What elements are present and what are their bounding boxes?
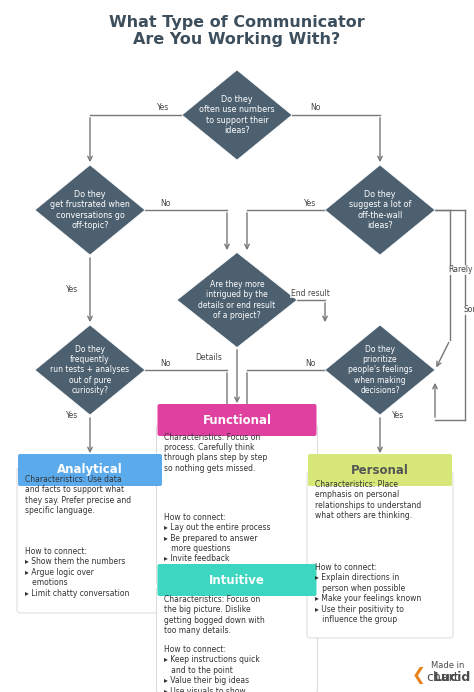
Text: Do they
prioritize
people's feelings
when making
decisions?: Do they prioritize people's feelings whe…	[348, 345, 412, 395]
Text: Characteristics: Place
emphasis on personal
relationships to understand
what oth: Characteristics: Place emphasis on perso…	[315, 480, 421, 520]
Polygon shape	[182, 70, 292, 160]
Text: Intuitive: Intuitive	[209, 574, 265, 587]
Text: Do they
get frustrated when
conversations go
off-topic?: Do they get frustrated when conversation…	[50, 190, 130, 230]
Text: Characteristics: Focus on
the big picture. Dislike
getting bogged down with
too : Characteristics: Focus on the big pictur…	[164, 595, 265, 635]
FancyBboxPatch shape	[157, 564, 317, 596]
Text: Yes: Yes	[392, 410, 404, 419]
Text: How to connect:
▸ Show them the numbers
▸ Argue logic over
   emotions
▸ Limit c: How to connect: ▸ Show them the numbers …	[25, 547, 129, 598]
FancyBboxPatch shape	[156, 424, 318, 585]
Text: Lucid: Lucid	[434, 671, 471, 684]
FancyBboxPatch shape	[307, 472, 453, 638]
Text: End result: End result	[291, 289, 329, 298]
Text: Yes: Yes	[304, 199, 316, 208]
Text: Characteristics: Use data
and facts to support what
they say. Prefer precise and: Characteristics: Use data and facts to s…	[25, 475, 131, 516]
Text: What Type of Communicator
Are You Working With?: What Type of Communicator Are You Workin…	[109, 15, 365, 47]
Text: How to connect:
▸ Keep instructions quick
   and to the point
▸ Value their big : How to connect: ▸ Keep instructions quic…	[164, 645, 260, 692]
Text: No: No	[160, 358, 170, 367]
Text: Do they
suggest a lot of
off-the-wall
ideas?: Do they suggest a lot of off-the-wall id…	[349, 190, 411, 230]
Text: ❮: ❮	[412, 666, 426, 684]
Text: Are they more
intrigued by the
details or end result
of a project?: Are they more intrigued by the details o…	[199, 280, 275, 320]
Text: Characteristics: Focus on
process. Carefully think
through plans step by step
so: Characteristics: Focus on process. Caref…	[164, 432, 268, 473]
FancyBboxPatch shape	[308, 454, 452, 486]
Text: Personal: Personal	[351, 464, 409, 477]
FancyBboxPatch shape	[17, 467, 163, 613]
Text: Do they
frequently
run tests + analyses
out of pure
curiosity?: Do they frequently run tests + analyses …	[50, 345, 129, 395]
Text: No: No	[310, 104, 320, 113]
Text: How to connect:
▸ Lay out the entire process
▸ Be prepared to answer
   more que: How to connect: ▸ Lay out the entire pro…	[164, 513, 271, 563]
Polygon shape	[325, 325, 435, 415]
Text: Yes: Yes	[157, 104, 169, 113]
Text: No: No	[305, 358, 315, 367]
Text: No: No	[160, 199, 170, 208]
Text: Yes: Yes	[66, 410, 78, 419]
Polygon shape	[325, 165, 435, 255]
Text: Functional: Functional	[202, 414, 272, 426]
Polygon shape	[35, 325, 145, 415]
Text: Analytical: Analytical	[57, 464, 123, 477]
Text: Rarely: Rarely	[448, 266, 473, 275]
Text: Do they
often use numbers
to support their
ideas?: Do they often use numbers to support the…	[199, 95, 275, 135]
FancyBboxPatch shape	[18, 454, 162, 486]
Polygon shape	[177, 253, 297, 347]
Text: Sometimes: Sometimes	[464, 305, 474, 314]
Text: Made in: Made in	[430, 661, 464, 670]
Text: How to connect:
▸ Explain directions in
   person when possible
▸ Make your feel: How to connect: ▸ Explain directions in …	[315, 563, 421, 624]
Polygon shape	[35, 165, 145, 255]
Text: chart: chart	[427, 671, 459, 684]
Text: Details: Details	[195, 354, 222, 363]
FancyBboxPatch shape	[157, 404, 317, 436]
Text: Yes: Yes	[66, 286, 78, 295]
FancyBboxPatch shape	[156, 587, 318, 692]
